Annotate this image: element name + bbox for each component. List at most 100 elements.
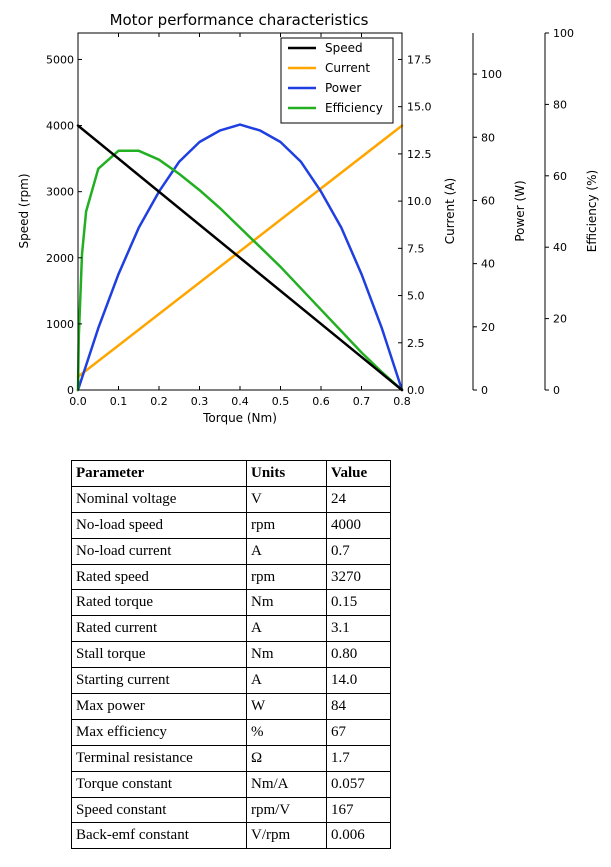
cell-parameter: Nominal voltage — [71, 485, 247, 513]
efficiency-tick-label: 20 — [553, 313, 567, 326]
chart-title: Motor performance characteristics — [110, 11, 369, 29]
legend-label-power: Power — [325, 81, 361, 95]
table-row: Max power W 84 — [71, 693, 391, 720]
current-tick-label: 2.5 — [407, 337, 425, 350]
x-tick-label: 0.4 — [231, 395, 249, 408]
cell-units: A — [246, 615, 327, 643]
legend-label-current: Current — [325, 61, 370, 75]
legend-label-speed: Speed — [325, 41, 363, 55]
cell-parameter: No-load current — [71, 537, 247, 565]
cell-value: 3270 — [326, 563, 391, 591]
cell-value: 0.006 — [326, 822, 391, 850]
cell-units: A — [246, 667, 327, 695]
x-tick-label: 0.1 — [110, 395, 128, 408]
header-units: Units — [246, 460, 327, 487]
current-axis-label: Current (A) — [443, 178, 457, 244]
power-tick-label: 20 — [481, 321, 495, 334]
cell-parameter: Torque constant — [71, 770, 247, 798]
cell-units: rpm — [246, 511, 327, 539]
cell-parameter: Rated speed — [71, 563, 247, 591]
x-tick-label: 0.3 — [191, 395, 209, 408]
series-line-speed — [76, 124, 404, 392]
cell-value: 0.15 — [326, 589, 391, 617]
cell-units: A — [246, 537, 327, 565]
cell-units: % — [246, 718, 327, 746]
axes-layer: 0.0 0.1 0.2 0.3 0.4 0.5 0.6 0.7 0.80100020003000… — [46, 27, 574, 408]
header-parameter: Parameter — [71, 460, 247, 487]
cell-units: V/rpm — [246, 822, 327, 850]
power-tick-label: 40 — [481, 258, 495, 271]
series-line-efficiency — [76, 149, 404, 392]
cell-value: 14.0 — [326, 667, 391, 695]
speed-axis-label: Speed (rpm) — [17, 173, 31, 248]
table-row: Rated speed rpm 3270 — [71, 563, 391, 591]
cell-parameter: No-load speed — [71, 511, 247, 539]
table-header-row: Parameter Units Value — [71, 460, 391, 487]
cell-value: 167 — [326, 796, 391, 824]
cell-units: W — [246, 693, 327, 720]
efficiency-tick-label: 40 — [553, 241, 567, 254]
plot-curves — [76, 123, 404, 392]
cell-units: rpm — [246, 563, 327, 591]
parameters-table: Parameter Units Value Nominal voltage V 24… — [71, 460, 391, 850]
cell-units: Nm — [246, 589, 327, 617]
x-tick-label: 0.2 — [150, 395, 168, 408]
cell-parameter: Max efficiency — [71, 718, 247, 746]
power-axis-label: Power (W) — [513, 180, 527, 241]
legend-label-efficiency: Efficiency — [325, 101, 383, 115]
cell-value: 0.7 — [326, 537, 391, 565]
x-axis-label: Torque (Nm) — [202, 411, 277, 425]
table-row: Max efficiency% 67 — [71, 718, 391, 746]
cell-parameter: Stall torque — [71, 641, 247, 669]
cell-parameter: Max power — [71, 693, 247, 720]
table-row: Nominal voltage V 24 — [71, 485, 391, 513]
power-tick-label: 0 — [481, 384, 488, 397]
speed-tick-label: 0 — [67, 384, 74, 397]
table-row: Torque constant Nm/A 0.057 — [71, 770, 391, 798]
speed-tick-label: 4000 — [46, 120, 74, 133]
cell-units: Nm — [246, 641, 327, 669]
current-tick-label: 7.5 — [407, 242, 425, 255]
legend: Speed Current Power Efficiency — [280, 37, 394, 124]
current-tick-label: 10.0 — [407, 195, 432, 208]
legend-items: Speed Current Power Efficiency — [288, 41, 383, 115]
efficiency-tick-label: 100 — [553, 27, 574, 40]
cell-parameter: Terminal resistance — [71, 744, 247, 772]
cell-value: 24 — [326, 485, 391, 513]
series-line-current — [76, 124, 404, 379]
speed-tick-label: 2000 — [46, 252, 74, 265]
cell-units: Nm/A — [246, 770, 327, 798]
cell-value: 0.80 — [326, 641, 391, 669]
x-tick-label: 0.0 — [69, 395, 87, 408]
table-row: Rated torque Nm 0.15 — [71, 589, 391, 617]
efficiency-tick-label: 80 — [553, 98, 567, 111]
series-line-power — [76, 123, 404, 392]
power-tick-label: 100 — [481, 68, 502, 81]
x-tick-label: 0.6 — [312, 395, 330, 408]
table-row: No-load current A 0.7 — [71, 537, 391, 565]
power-tick-label: 60 — [481, 194, 495, 207]
header-value: Value — [326, 460, 391, 487]
cell-parameter: Starting current — [71, 667, 247, 695]
cell-parameter: Back-emf constant — [71, 822, 247, 850]
cell-value: 1.7 — [326, 744, 391, 772]
current-tick-label: 12.5 — [407, 148, 432, 161]
cell-units: Ω — [246, 744, 327, 772]
table-row: Rated current A 3.1 — [71, 615, 391, 643]
current-tick-label: 5.0 — [407, 290, 425, 303]
efficiency-tick-label: 60 — [553, 170, 567, 183]
cell-parameter: Speed constant — [71, 796, 247, 824]
cell-value: 67 — [326, 718, 391, 746]
speed-tick-label: 3000 — [46, 186, 74, 199]
power-tick-label: 80 — [481, 131, 495, 144]
table-body: Nominal voltage V 24 No-load speed rpm 4000 No… — [71, 485, 391, 850]
x-tick-label: 0.7 — [353, 395, 371, 408]
table-row: Terminal resistance Ω 1.7 — [71, 744, 391, 772]
cell-units: rpm/V — [246, 796, 327, 824]
cell-parameter: Rated torque — [71, 589, 247, 617]
cell-parameter: Rated current — [71, 615, 247, 643]
x-tick-label: 0.8 — [393, 395, 411, 408]
efficiency-axis-label: Efficiency (%) — [585, 170, 599, 252]
efficiency-tick-label: 0 — [553, 384, 560, 397]
table-row: Back-emf constant V/rpm 0.006 — [71, 822, 391, 850]
